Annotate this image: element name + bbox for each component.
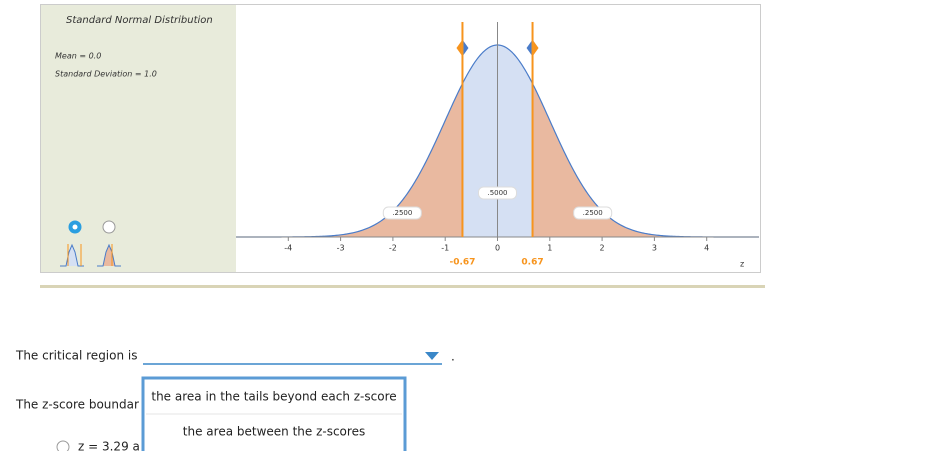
prompt-end: .	[451, 350, 455, 364]
drag-handle-right[interactable]	[463, 41, 469, 55]
second-prompt: The z-score boundar	[15, 398, 139, 412]
option-radio[interactable]	[56, 440, 70, 451]
area-label-box	[573, 206, 613, 220]
boundary-label: 0.67	[521, 258, 543, 268]
x-tick-label: -4	[284, 244, 292, 253]
icon-two-tail[interactable]	[60, 243, 84, 267]
menu-option[interactable]: the area in the tails beyond each z-scor…	[151, 390, 396, 404]
area-label: .2500	[583, 209, 603, 217]
area-region	[236, 83, 463, 237]
radio-one-tail[interactable]	[102, 220, 116, 234]
dropdown-arrow[interactable]	[425, 352, 439, 360]
radio-dot	[72, 224, 78, 230]
area-label: .2500	[392, 209, 412, 217]
icon-one-tail[interactable]	[97, 243, 121, 267]
drag-handle-right[interactable]	[533, 41, 539, 55]
x-tick-label: 2	[600, 244, 605, 253]
area-label-box	[478, 186, 517, 200]
x-tick-label: -1	[441, 244, 449, 253]
drag-handle-left[interactable]	[456, 41, 462, 55]
drag-handle-left[interactable]	[526, 41, 532, 55]
sidebar	[41, 5, 236, 272]
x-tick-label: -2	[389, 244, 397, 253]
panel-title: Standard Normal Distribution	[66, 15, 213, 26]
area-label: .5000	[487, 189, 507, 197]
prompt: The critical region is	[15, 349, 138, 363]
option-text: z = 3.29 a	[78, 440, 140, 451]
x-tick-label: 4	[704, 244, 709, 253]
x-tick-label: 3	[652, 244, 657, 253]
mean-text: Mean = 0.0	[55, 52, 101, 61]
boundary-label: -0.67	[449, 258, 475, 268]
x-tick-label: 0	[495, 244, 500, 253]
area-label-box	[382, 206, 422, 220]
chart: -4 -3 -2 -1 0 1 2 3 4 z -0.67 0.67 .2500 .5000 .2500	[236, 22, 759, 269]
sd-text: Standard Deviation = 1.0	[55, 70, 157, 79]
divider	[40, 285, 765, 288]
x-axis-label: z	[740, 260, 744, 269]
area-region	[532, 83, 759, 237]
menu-option[interactable]: the area between the z-scores	[183, 425, 365, 439]
x-tick-label: -3	[337, 244, 345, 253]
x-tick-label: 1	[547, 244, 552, 253]
